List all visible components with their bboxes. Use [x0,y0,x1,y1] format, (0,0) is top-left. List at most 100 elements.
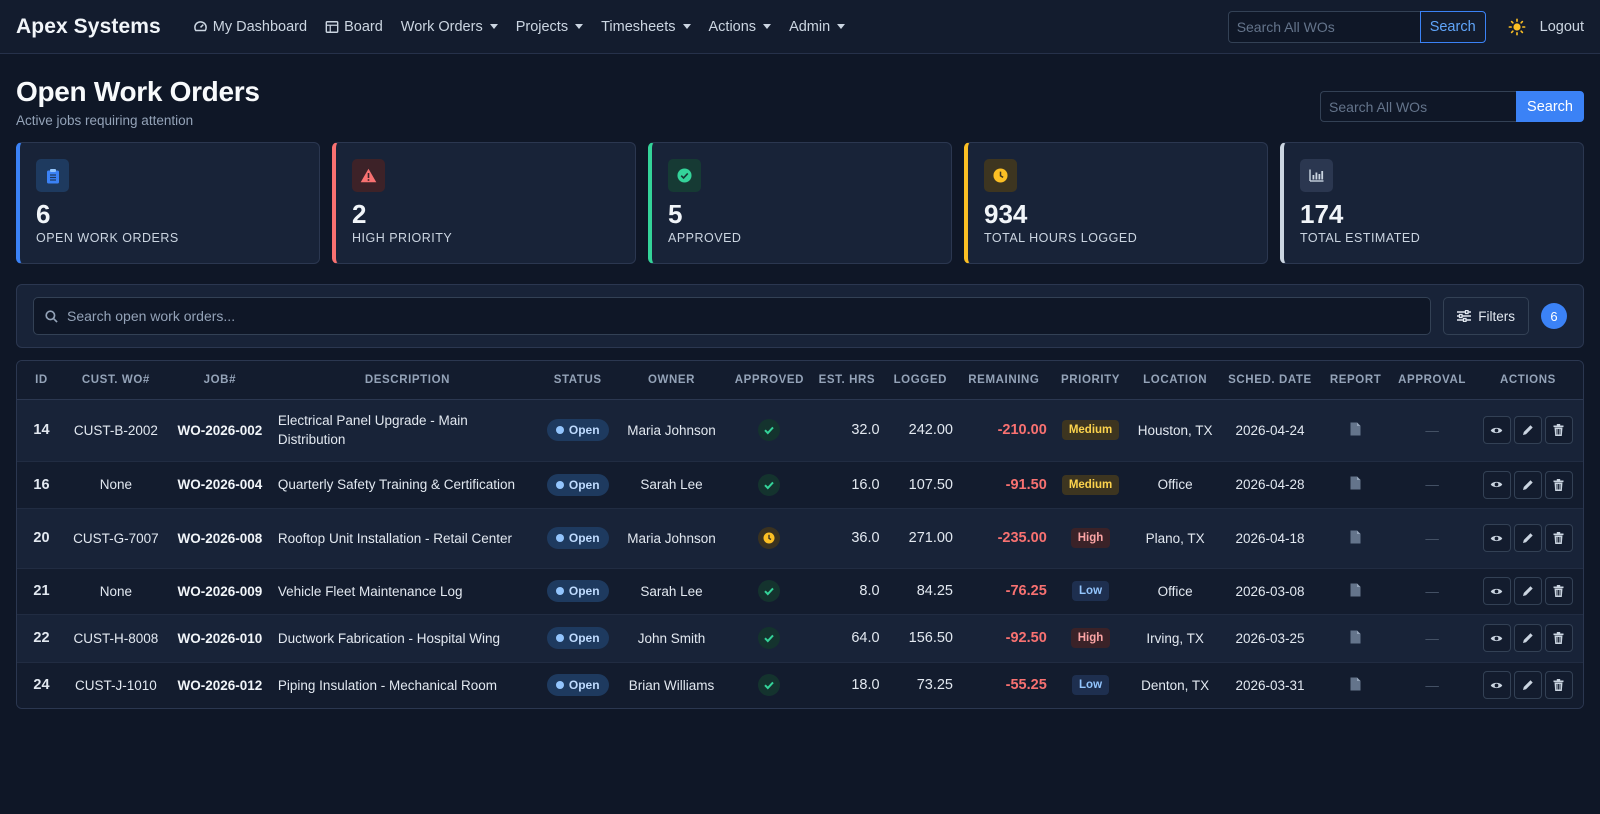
delete-button[interactable] [1544,470,1573,499]
col-header-cust-wo[interactable]: CUST. WO# [65,361,166,400]
nav-item-projects[interactable]: Projects [508,13,591,41]
nav-item-work-orders[interactable]: Work Orders [393,13,506,41]
col-header-priority[interactable]: PRIORITY [1050,361,1131,400]
page-search-input[interactable] [1320,91,1517,122]
approved-check-icon [758,473,781,496]
eye-icon [1491,588,1503,594]
cell-location: Houston, TX [1130,399,1221,462]
page-subtitle: Active jobs requiring attention [16,113,194,128]
stat-label: TOTAL HOURS LOGGED [984,231,1138,245]
cell-job[interactable]: WO-2026-010 [165,614,274,663]
status-badge: Open [546,580,609,602]
caret-down-icon [575,24,584,29]
edit-button[interactable] [1513,524,1542,552]
nav-item-admin[interactable]: Admin [781,13,853,41]
cell-job[interactable]: WO-2026-009 [165,568,274,615]
view-button[interactable] [1482,624,1511,652]
cell-actions [1472,508,1583,569]
edit-button[interactable] [1513,624,1542,652]
cell-job[interactable]: WO-2026-008 [165,508,274,569]
file-report-icon[interactable] [1350,530,1361,547]
trash-icon [1553,585,1564,597]
nav-item-board[interactable]: Board [317,13,391,41]
filters-button[interactable]: Filters [1443,297,1529,335]
col-header-job[interactable]: JOB# [165,361,274,400]
stat-value: 2 [352,199,367,229]
file-report-icon[interactable] [1350,422,1361,439]
view-button[interactable] [1482,577,1511,605]
page-header: Open Work Orders Active jobs requiring a… [0,54,1600,128]
view-button[interactable] [1482,416,1511,444]
filter-search-input[interactable] [67,308,1420,324]
cell-job[interactable]: WO-2026-012 [165,662,274,708]
table-row[interactable]: 22 CUST-H-8008 WO-2026-010 Ductwork Fabrica… [17,614,1583,663]
cell-description: Ductwork Fabrication - Hospital Wing [273,614,542,663]
nav-item-label: Timesheets [601,18,676,35]
file-report-icon[interactable] [1350,630,1361,647]
approved-check-icon [758,674,781,697]
nav-item-actions[interactable]: Actions [701,13,780,41]
cell-location: Denton, TX [1130,662,1221,708]
table-row[interactable]: 24 CUST-J-1010 WO-2026-012 Piping Insulatio… [17,662,1583,708]
status-badge: Open [546,419,609,441]
cell-cust-wo: CUST-J-1010 [65,662,166,708]
stat-card-high-priority: 2 HIGH PRIORITY [332,142,636,264]
delete-button[interactable] [1544,577,1573,605]
cell-job[interactable]: WO-2026-004 [165,461,274,509]
cell-owner: John Smith [614,614,729,663]
edit-button[interactable] [1513,577,1542,605]
caret-down-icon [763,24,772,29]
table-body: 14 CUST-B-2002 WO-2026-002 Electrical Panel… [17,399,1583,708]
cell-sched-date: 2026-04-24 [1220,399,1320,462]
delete-button[interactable] [1544,416,1573,444]
page-search-button[interactable]: Search [1516,91,1584,122]
col-header-remaining[interactable]: REMAINING [956,361,1051,400]
view-button[interactable] [1482,671,1511,700]
col-header-owner[interactable]: OWNER [614,361,729,400]
stat-value: 174 [1300,199,1344,229]
nav-search-input[interactable] [1227,10,1420,43]
nav-item-my-dashboard[interactable]: My Dashboard [185,13,315,41]
col-header-id[interactable]: ID [17,361,66,400]
col-header-status[interactable]: STATUS [541,361,615,400]
col-header-logged[interactable]: LOGGED [883,361,957,400]
status-label: Open [568,678,600,693]
col-header-sched-date[interactable]: SCHED. DATE [1220,361,1320,400]
edit-button[interactable] [1513,470,1542,499]
pencil-icon [1522,479,1533,490]
delete-button[interactable] [1544,524,1573,552]
table-row[interactable]: 21 None WO-2026-009 Vehicle Fleet Maintenan… [17,568,1583,615]
status-label: Open [568,631,600,645]
col-header-location[interactable]: LOCATION [1130,361,1221,400]
brand-logo[interactable]: Apex Systems [16,14,161,38]
caret-down-icon [489,24,498,29]
cell-approved [728,568,811,615]
file-report-icon[interactable] [1350,677,1361,694]
cell-actions [1472,568,1583,615]
view-button[interactable] [1482,524,1511,552]
edit-button[interactable] [1513,416,1542,444]
delete-button[interactable] [1544,624,1573,652]
table-row[interactable]: 16 None WO-2026-004 Quarterly Safety Traini… [17,461,1583,509]
file-report-icon[interactable] [1350,583,1361,600]
delete-button[interactable] [1544,671,1573,700]
nav-item-timesheets[interactable]: Timesheets [593,13,698,41]
cell-job[interactable]: WO-2026-002 [165,399,274,462]
sun-icon[interactable] [1508,18,1526,36]
table-row[interactable]: 20 CUST-G-7007 WO-2026-008 Rooftop Unit Ins… [17,508,1583,569]
cell-cust-wo: CUST-H-8008 [65,614,166,663]
view-button[interactable] [1482,470,1511,499]
col-header-est-hrs[interactable]: EST. HRS [810,361,884,400]
file-report-icon[interactable] [1350,476,1361,493]
col-header-description[interactable]: DESCRIPTION [273,361,542,400]
col-header-approval: APPROVAL [1391,361,1473,400]
nav-search-button[interactable]: Search [1419,10,1486,43]
table-row[interactable]: 14 CUST-B-2002 WO-2026-002 Electrical Panel… [17,399,1583,462]
cell-approval: — [1391,568,1473,615]
edit-button[interactable] [1513,671,1542,700]
nav-item-label: Actions [708,18,757,35]
col-header-approved[interactable]: APPROVED [728,361,811,400]
row-actions [1477,416,1579,444]
logout-link[interactable]: Logout [1539,18,1584,35]
cell-est-hrs: 32.0 [810,399,884,462]
